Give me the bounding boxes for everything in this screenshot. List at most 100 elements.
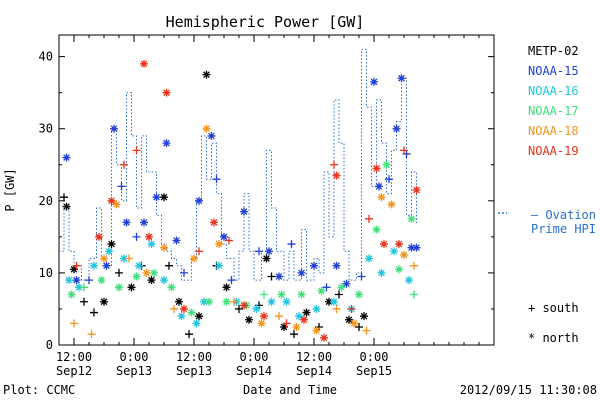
data-point-noaa-19-south bbox=[195, 247, 203, 256]
ovation-hpi-path bbox=[59, 48, 419, 281]
data-point-metp-02-north bbox=[222, 283, 231, 292]
data-point-noaa-15-north bbox=[172, 236, 181, 245]
data-point-noaa-18-south bbox=[125, 254, 133, 263]
data-point-noaa-15-north bbox=[297, 268, 306, 277]
data-point-noaa-17-north bbox=[372, 225, 381, 234]
series-noaa-16 bbox=[65, 240, 413, 328]
data-point-noaa-18-north bbox=[160, 243, 168, 252]
data-point-noaa-16-north bbox=[135, 261, 143, 270]
marker-legend-south: + south bbox=[528, 301, 579, 315]
data-point-noaa-19-south bbox=[347, 304, 356, 313]
data-point-metp-02-south bbox=[355, 322, 363, 331]
data-point-noaa-17-north bbox=[132, 272, 141, 281]
x-tick-label-time: 12:00 bbox=[296, 350, 332, 364]
data-point-noaa-16-north bbox=[405, 276, 413, 285]
data-point-noaa-19-south bbox=[225, 236, 233, 245]
data-point-noaa-16-north bbox=[365, 254, 373, 263]
data-point-noaa-16-north bbox=[390, 247, 398, 256]
data-point-noaa-17-north bbox=[355, 290, 363, 299]
data-point-noaa-15-north bbox=[162, 139, 171, 148]
series-noaa-18 bbox=[70, 124, 418, 339]
data-point-noaa-16-north bbox=[252, 304, 261, 313]
data-point-noaa-17-south bbox=[260, 290, 268, 299]
data-point-metp-02-north bbox=[202, 70, 211, 79]
data-point-noaa-17-north bbox=[337, 283, 346, 292]
data-point-noaa-15-south bbox=[85, 276, 93, 285]
data-point-metp-02-north bbox=[70, 265, 78, 274]
ovation-legend: — Ovation Prime HPI bbox=[498, 208, 596, 236]
data-point-noaa-19-south bbox=[400, 146, 408, 155]
data-point-noaa-16-north bbox=[120, 254, 128, 263]
legend-item-noaa-18: NOAA-18 bbox=[528, 124, 579, 138]
data-point-noaa-19-north bbox=[380, 240, 388, 249]
data-point-noaa-18-south bbox=[230, 297, 238, 306]
data-point-noaa-15-north bbox=[375, 182, 383, 191]
y-tick-label: 0 bbox=[46, 338, 53, 352]
data-point-noaa-19-north bbox=[412, 186, 421, 194]
footer-timestamp: 2012/09/15 11:30:08 bbox=[460, 383, 597, 397]
data-point-metp-02-north bbox=[100, 297, 108, 306]
data-point-noaa-16-north bbox=[160, 276, 168, 285]
data-point-metp-02-north bbox=[280, 322, 288, 331]
data-point-noaa-16-north bbox=[215, 261, 223, 270]
x-tick-label-date: Sep14 bbox=[296, 364, 332, 378]
data-point-noaa-18-south bbox=[70, 319, 78, 328]
data-point-noaa-15-north bbox=[310, 261, 318, 270]
x-tick-label-date: Sep14 bbox=[236, 364, 272, 378]
data-point-noaa-19-north bbox=[332, 171, 341, 180]
series-noaa-17 bbox=[67, 160, 418, 317]
x-tick-label-time: 12:00 bbox=[176, 350, 212, 364]
y-tick-label: 20 bbox=[39, 194, 53, 208]
data-point-noaa-18-south bbox=[170, 304, 178, 313]
data-point-noaa-15-north bbox=[62, 153, 71, 162]
data-point-noaa-19-south bbox=[330, 160, 338, 169]
data-point-noaa-15-north bbox=[265, 247, 273, 256]
data-point-noaa-16-north bbox=[377, 268, 386, 277]
legend-item-noaa-15: NOAA-15 bbox=[528, 64, 579, 78]
legend: METP-02 NOAA-15 NOAA-16 NOAA-17 NOAA-18 NOAA-… bbox=[528, 44, 579, 158]
data-point-noaa-16-north bbox=[267, 297, 276, 306]
data-point-noaa-19-north bbox=[320, 333, 328, 342]
data-point-noaa-17-north bbox=[277, 290, 286, 299]
data-point-noaa-17-north bbox=[395, 265, 403, 274]
data-point-metp-02-north bbox=[245, 315, 253, 324]
data-point-metp-02-north bbox=[360, 312, 368, 321]
data-point-noaa-17-north bbox=[67, 290, 76, 299]
data-point-noaa-15-south bbox=[132, 232, 141, 241]
data-point-noaa-18-north bbox=[387, 200, 396, 209]
data-point-metp-02-north bbox=[262, 254, 271, 263]
data-point-noaa-15-north bbox=[342, 279, 351, 288]
y-tick-label: 10 bbox=[39, 266, 53, 280]
data-point-noaa-19-north bbox=[260, 312, 268, 321]
data-point-noaa-18-north bbox=[112, 200, 121, 209]
data-point-noaa-15-north bbox=[412, 243, 421, 252]
data-point-noaa-19-north bbox=[395, 240, 403, 249]
data-point-noaa-16-north bbox=[147, 240, 156, 249]
data-point-noaa-15-south bbox=[117, 182, 126, 191]
ovation-legend-label-line2: Prime HPI bbox=[531, 222, 596, 236]
data-point-metp-02-north bbox=[127, 283, 136, 292]
footer-plot-credit: Plot: CCMC bbox=[3, 383, 75, 397]
data-point-noaa-18-north bbox=[350, 319, 358, 328]
legend-item-noaa-19: NOAA-19 bbox=[528, 144, 579, 158]
data-point-noaa-19-south bbox=[365, 214, 373, 223]
series-noaa-15 bbox=[62, 74, 421, 292]
data-point-noaa-18-north bbox=[292, 322, 301, 331]
data-point-noaa-15-north bbox=[110, 124, 118, 133]
data-point-noaa-15-south bbox=[385, 175, 393, 184]
data-point-noaa-18-north bbox=[377, 193, 386, 202]
data-point-noaa-15-north bbox=[240, 207, 248, 216]
data-point-noaa-18-north bbox=[190, 254, 198, 263]
data-point-noaa-15-south bbox=[180, 268, 188, 277]
data-point-noaa-16-north bbox=[105, 247, 113, 256]
data-point-noaa-17-north bbox=[222, 297, 231, 306]
x-tick-label-time: 0:00 bbox=[240, 350, 269, 364]
data-point-noaa-18-north bbox=[100, 254, 108, 263]
data-point-metp-02-south bbox=[80, 297, 88, 306]
data-point-noaa-18-north bbox=[400, 250, 408, 259]
data-point-noaa-15-north bbox=[152, 193, 161, 202]
y-axis-label: P [GW] bbox=[3, 168, 17, 211]
data-point-metp-02-south bbox=[185, 330, 193, 339]
data-point-noaa-18-south bbox=[275, 312, 283, 321]
